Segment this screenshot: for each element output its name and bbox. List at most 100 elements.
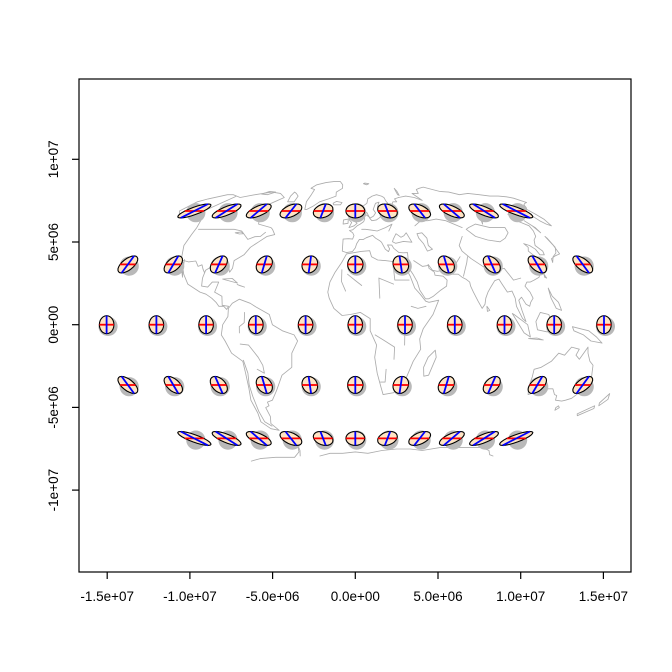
tissot-indicatrix [437, 375, 455, 395]
tissot-indicatrix [301, 375, 319, 395]
coastline-line [543, 273, 548, 279]
tissot-indicatrix [469, 430, 499, 447]
meridian-axis-line [487, 255, 497, 274]
tissot-indicatrix [177, 430, 212, 447]
country-border-line [465, 223, 509, 243]
tissot-indicatrix [438, 430, 465, 447]
meridian-axis-line [443, 430, 461, 447]
country-border-line [238, 311, 246, 334]
tissot-indicatrix [211, 430, 242, 447]
tissot-indicatrix [392, 255, 410, 274]
y-tick-label: -1e+07 [46, 469, 61, 511]
meridian-axis-line [250, 203, 268, 219]
tissot-indicatrix [211, 203, 242, 219]
coastline-line [547, 287, 563, 311]
tissot-indicatrix [392, 375, 410, 395]
meridian-axis-line [443, 203, 461, 219]
meridian-axis-line [502, 430, 531, 447]
tissot-indicatrix [98, 315, 115, 335]
tissot-indicatrix [397, 315, 413, 335]
tissot-indicatrix [408, 203, 432, 219]
meridian-axis-line [413, 430, 426, 446]
meridian-axis-line [383, 203, 392, 219]
y-tick-label: 5e+06 [46, 223, 61, 261]
meridian-axis-line [215, 203, 238, 219]
tissot-indicatrix [297, 315, 314, 335]
country-border-line [378, 277, 381, 299]
tissot-indicatrix [117, 255, 139, 274]
meridian-axis-line [531, 255, 544, 274]
coastline-line [287, 191, 299, 203]
country-border-line [378, 277, 395, 285]
x-tick-label: 1.0e+07 [496, 589, 545, 604]
country-border-line [413, 260, 429, 267]
coastline-line [576, 405, 596, 417]
x-axis: -1.5e+07 -1.0e+07 -5.0e+06 0.0e+00 5.0e+06 1.… [80, 572, 628, 604]
meridian-axis-line [260, 255, 268, 274]
meridian-axis-line [307, 255, 312, 274]
coastline-line [304, 181, 344, 210]
meridian-axis-line [120, 255, 135, 274]
tissot-indicatrix [347, 255, 364, 274]
tissot-indicatrix [163, 375, 184, 395]
tissot-indicatrix [247, 315, 264, 335]
coastline-line [393, 187, 400, 196]
tissot-indicatrix [198, 315, 214, 335]
tissot-indicatrix [482, 375, 501, 395]
tissot-indicatrices [98, 203, 612, 447]
tissot-indicatrix [163, 255, 184, 274]
coastline-line [250, 443, 301, 462]
tissot-indicatrix [546, 315, 563, 335]
coastline-line [528, 337, 544, 341]
world-map [178, 181, 611, 462]
meridian-axis-line [383, 431, 392, 446]
tissot-indicatrix [377, 430, 398, 446]
tissot-indicatrix [345, 430, 366, 446]
meridian-axis-line [472, 430, 496, 447]
coastline-line [486, 305, 491, 312]
tissot-indicatrix [347, 315, 364, 335]
x-tick-label: 0.0e+00 [331, 589, 380, 604]
coastline-line [178, 191, 285, 310]
tissot-indicatrix [209, 375, 228, 395]
tissot-indicatrix [245, 203, 272, 219]
meridian-axis-line [120, 375, 135, 395]
tissot-indicatrix [408, 430, 432, 446]
y-tick-label: 0e+00 [46, 306, 61, 344]
tissot-indicatrix [437, 255, 455, 274]
x-tick-label: 1.5e+07 [579, 589, 628, 604]
coastline-line [236, 284, 246, 288]
coastline-line [392, 232, 413, 244]
tissot-indicatrix [312, 430, 334, 446]
country-border-line [204, 195, 237, 212]
meridian-axis-line [531, 375, 544, 394]
coastline-line [362, 182, 370, 186]
meridian-axis-line [398, 376, 403, 394]
tissot-indicatrix [527, 255, 548, 274]
coastline-line [342, 218, 349, 225]
y-axis: -1e+07 -5e+06 0e+00 5e+06 1e+07 [46, 140, 79, 511]
meridian-axis-line [575, 255, 590, 274]
tissot-indicatrix [255, 375, 273, 395]
country-border-line [463, 256, 468, 277]
meridian-axis-line [413, 203, 426, 219]
tissot-indicatrix [345, 203, 366, 219]
tissot-indicatrix [482, 255, 501, 274]
country-border-line [341, 269, 347, 292]
tissot-indicatrix [148, 315, 165, 335]
axes: -1.5e+07 -1.0e+07 -5.0e+06 0.0e+00 5.0e+06 1.… [46, 78, 632, 604]
tissot-indicatrix [177, 203, 212, 219]
meridian-axis-line [167, 375, 180, 394]
meridian-axis-line [180, 430, 209, 447]
meridian-axis-line [260, 376, 268, 394]
coastline-line [222, 278, 238, 284]
meridian-axis-line [487, 376, 497, 394]
coastline-line [220, 298, 299, 431]
country-border-line [380, 368, 387, 383]
country-border-line [410, 305, 427, 309]
tissot-indicatrix [377, 203, 398, 219]
country-border-line [374, 334, 396, 360]
coastline-line [544, 235, 561, 263]
